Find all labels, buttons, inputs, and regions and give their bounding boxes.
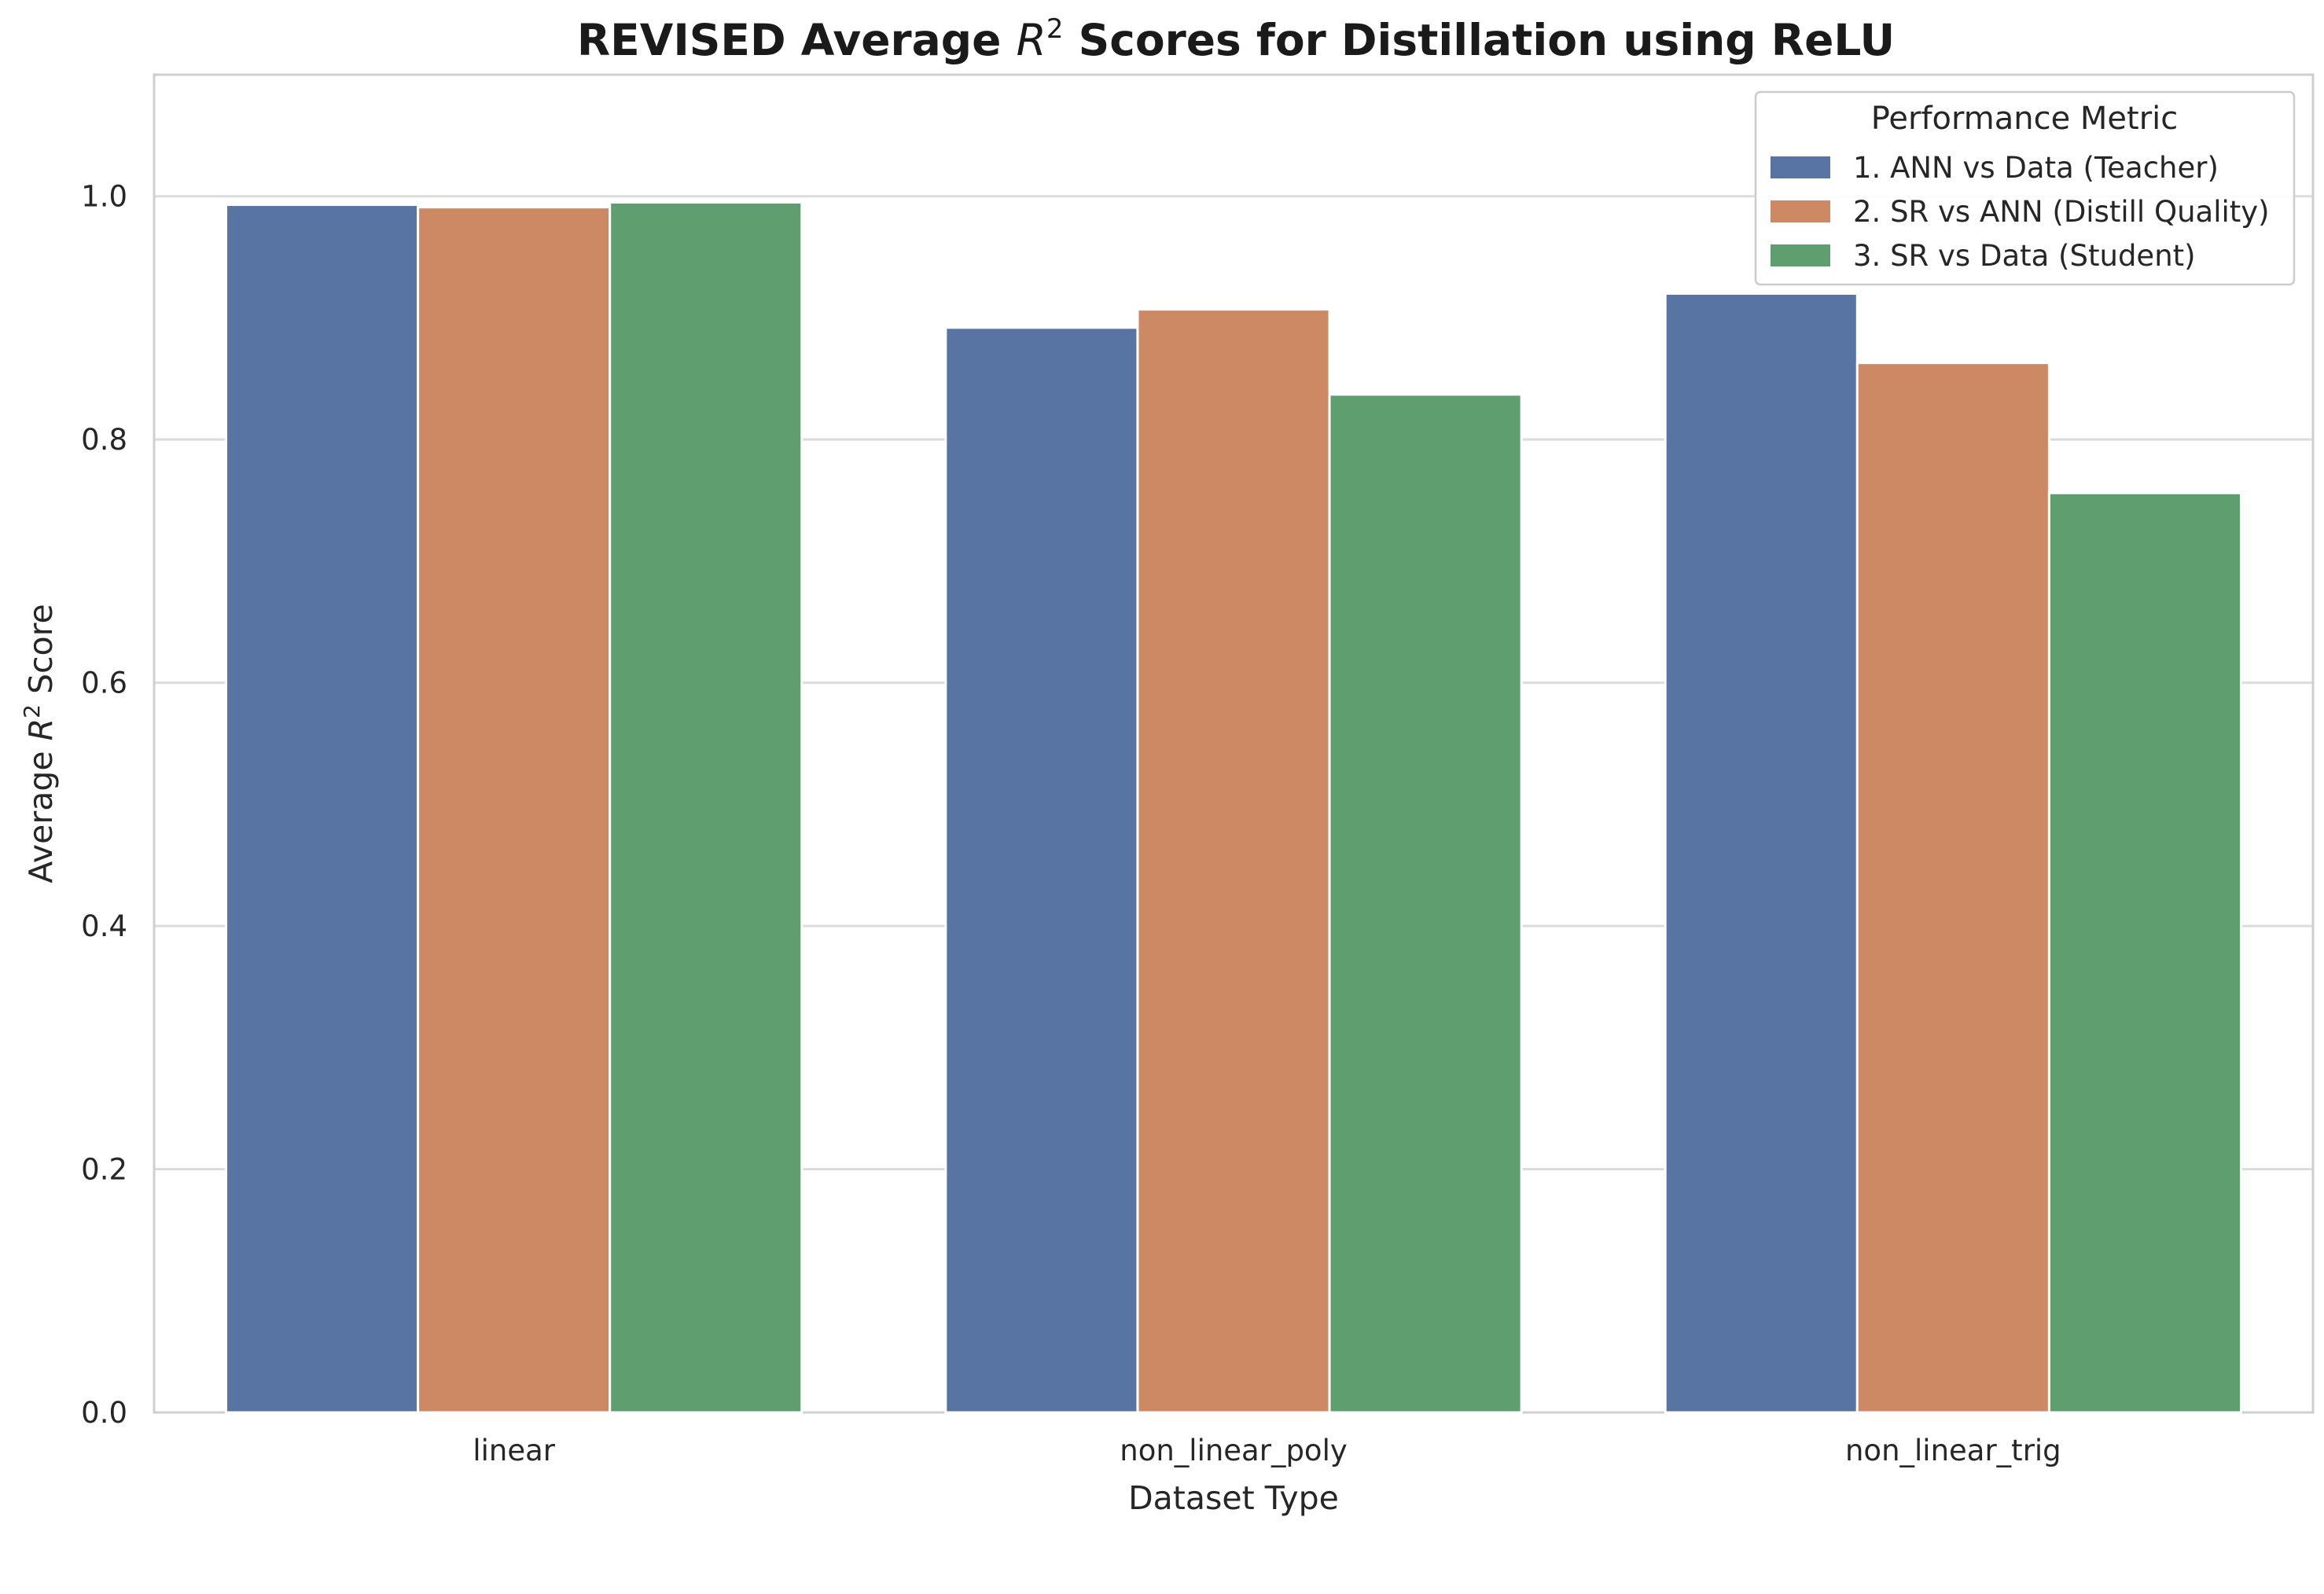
bars — [225, 200, 2242, 1414]
legend-entry: 3. SR vs Data (Student) — [1853, 239, 2196, 273]
y-axis-label: Average R2 Score — [19, 604, 60, 883]
y-tick-label: 0.4 — [81, 909, 127, 943]
legend-swatch — [1771, 244, 1830, 266]
y-tick-label: 0.0 — [81, 1396, 127, 1430]
bar-non_linear_trig-series-1 — [1664, 292, 1859, 1414]
bar-linear-series-3 — [609, 200, 803, 1414]
x-axis-label: Dataset Type — [1128, 1479, 1339, 1517]
legend-entry: 2. SR vs ANN (Distill Quality) — [1853, 195, 2270, 229]
bar-non_linear_poly-series-3 — [1328, 393, 1523, 1414]
legend: Performance Metric 1. ANN vs Data (Teach… — [1754, 90, 2296, 286]
legend-swatch — [1771, 156, 1830, 178]
x-tick-label: non_linear_trig — [1845, 1434, 2061, 1467]
legend-swatch — [1771, 200, 1830, 222]
bar-non_linear_poly-series-1 — [944, 326, 1139, 1414]
legend-entry: 1. ANN vs Data (Teacher) — [1853, 151, 2219, 185]
bar-linear-series-1 — [225, 204, 420, 1414]
x-tick-labels: linear non_linear_poly non_linear_trig — [473, 1434, 2061, 1467]
y-tick-label: 1.0 — [81, 180, 127, 214]
y-tick-label: 0.6 — [81, 667, 127, 700]
legend-items: 1. ANN vs Data (Teacher) 2. SR vs ANN (Di… — [1771, 151, 2270, 273]
legend-title: Performance Metric — [1871, 101, 2179, 137]
x-tick-label: linear — [473, 1434, 555, 1467]
x-tick-label: non_linear_poly — [1120, 1434, 1348, 1467]
chart-title: REVISED Average R2 Scores for Distillati… — [577, 13, 1895, 65]
bar-non_linear_poly-series-2 — [1136, 308, 1331, 1414]
legend-box — [1754, 90, 2296, 286]
bar-linear-series-2 — [417, 206, 612, 1414]
y-tick-labels: 0.0 0.2 0.4 0.6 0.8 1.0 — [81, 180, 127, 1430]
y-tick-label: 0.2 — [81, 1153, 127, 1187]
bar-non_linear_trig-series-3 — [2047, 491, 2242, 1414]
y-tick-label: 0.8 — [81, 423, 127, 457]
bar-non_linear_trig-series-2 — [1855, 362, 2050, 1414]
